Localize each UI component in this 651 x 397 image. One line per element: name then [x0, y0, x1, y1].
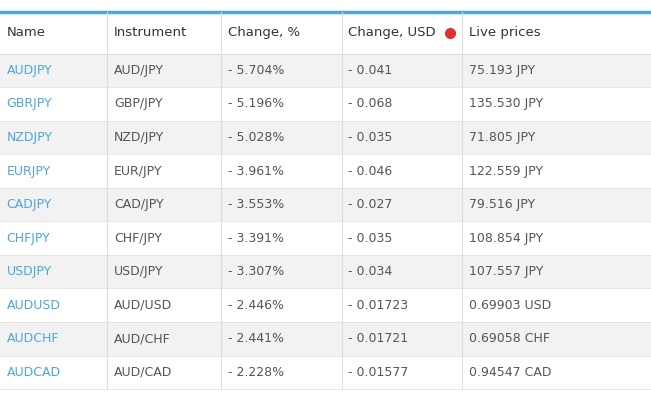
Text: 0.94547 CAD: 0.94547 CAD: [469, 366, 551, 379]
Text: AUDUSD: AUDUSD: [7, 299, 61, 312]
Text: Change, %: Change, %: [228, 26, 300, 39]
Text: AUDJPY: AUDJPY: [7, 64, 52, 77]
Text: Live prices: Live prices: [469, 26, 540, 39]
Text: - 0.035: - 0.035: [348, 131, 393, 144]
FancyBboxPatch shape: [0, 87, 651, 121]
Text: - 3.961%: - 3.961%: [228, 164, 284, 177]
Text: - 2.441%: - 2.441%: [228, 332, 284, 345]
Text: AUD/JPY: AUD/JPY: [114, 64, 164, 77]
Text: - 0.01723: - 0.01723: [348, 299, 408, 312]
Text: - 0.046: - 0.046: [348, 164, 393, 177]
Text: AUDCAD: AUDCAD: [7, 366, 61, 379]
Text: AUD/USD: AUD/USD: [114, 299, 172, 312]
Text: - 3.307%: - 3.307%: [228, 265, 284, 278]
Text: NZD/JPY: NZD/JPY: [114, 131, 164, 144]
Text: 108.854 JPY: 108.854 JPY: [469, 231, 543, 245]
Text: 0.69058 CHF: 0.69058 CHF: [469, 332, 549, 345]
Text: 0.69903 USD: 0.69903 USD: [469, 299, 551, 312]
Text: EUR/JPY: EUR/JPY: [114, 164, 163, 177]
Text: - 5.028%: - 5.028%: [228, 131, 284, 144]
Text: - 3.391%: - 3.391%: [228, 231, 284, 245]
Text: - 0.068: - 0.068: [348, 97, 393, 110]
Text: AUD/CHF: AUD/CHF: [114, 332, 171, 345]
Text: AUDCHF: AUDCHF: [7, 332, 59, 345]
Text: - 0.034: - 0.034: [348, 265, 393, 278]
Text: Name: Name: [7, 26, 46, 39]
Text: AUD/CAD: AUD/CAD: [114, 366, 173, 379]
Text: - 5.196%: - 5.196%: [228, 97, 284, 110]
Text: USD/JPY: USD/JPY: [114, 265, 163, 278]
FancyBboxPatch shape: [0, 54, 651, 87]
Text: CAD/JPY: CAD/JPY: [114, 198, 163, 211]
Text: - 0.027: - 0.027: [348, 198, 393, 211]
Text: 107.557 JPY: 107.557 JPY: [469, 265, 543, 278]
Text: - 0.01577: - 0.01577: [348, 366, 409, 379]
FancyBboxPatch shape: [0, 154, 651, 188]
Text: - 0.035: - 0.035: [348, 231, 393, 245]
Text: 135.530 JPY: 135.530 JPY: [469, 97, 543, 110]
Text: CHFJPY: CHFJPY: [7, 231, 50, 245]
Text: Instrument: Instrument: [114, 26, 187, 39]
Text: - 2.446%: - 2.446%: [228, 299, 284, 312]
Text: 75.193 JPY: 75.193 JPY: [469, 64, 535, 77]
FancyBboxPatch shape: [0, 255, 651, 288]
Text: NZDJPY: NZDJPY: [7, 131, 53, 144]
Text: - 0.041: - 0.041: [348, 64, 393, 77]
Text: GBP/JPY: GBP/JPY: [114, 97, 163, 110]
FancyBboxPatch shape: [0, 288, 651, 322]
Text: CHF/JPY: CHF/JPY: [114, 231, 162, 245]
FancyBboxPatch shape: [0, 222, 651, 255]
Text: USDJPY: USDJPY: [7, 265, 52, 278]
FancyBboxPatch shape: [0, 356, 651, 389]
Text: - 3.553%: - 3.553%: [228, 198, 284, 211]
Text: 122.559 JPY: 122.559 JPY: [469, 164, 543, 177]
FancyBboxPatch shape: [0, 188, 651, 222]
FancyBboxPatch shape: [0, 121, 651, 154]
Text: - 5.704%: - 5.704%: [228, 64, 284, 77]
Text: Change, USD: Change, USD: [348, 26, 436, 39]
Text: CADJPY: CADJPY: [7, 198, 52, 211]
Text: 79.516 JPY: 79.516 JPY: [469, 198, 535, 211]
FancyBboxPatch shape: [0, 12, 651, 54]
Text: - 2.228%: - 2.228%: [228, 366, 284, 379]
Text: 71.805 JPY: 71.805 JPY: [469, 131, 535, 144]
Text: - 0.01721: - 0.01721: [348, 332, 408, 345]
Text: GBRJPY: GBRJPY: [7, 97, 52, 110]
FancyBboxPatch shape: [0, 322, 651, 356]
Text: EURJPY: EURJPY: [7, 164, 51, 177]
